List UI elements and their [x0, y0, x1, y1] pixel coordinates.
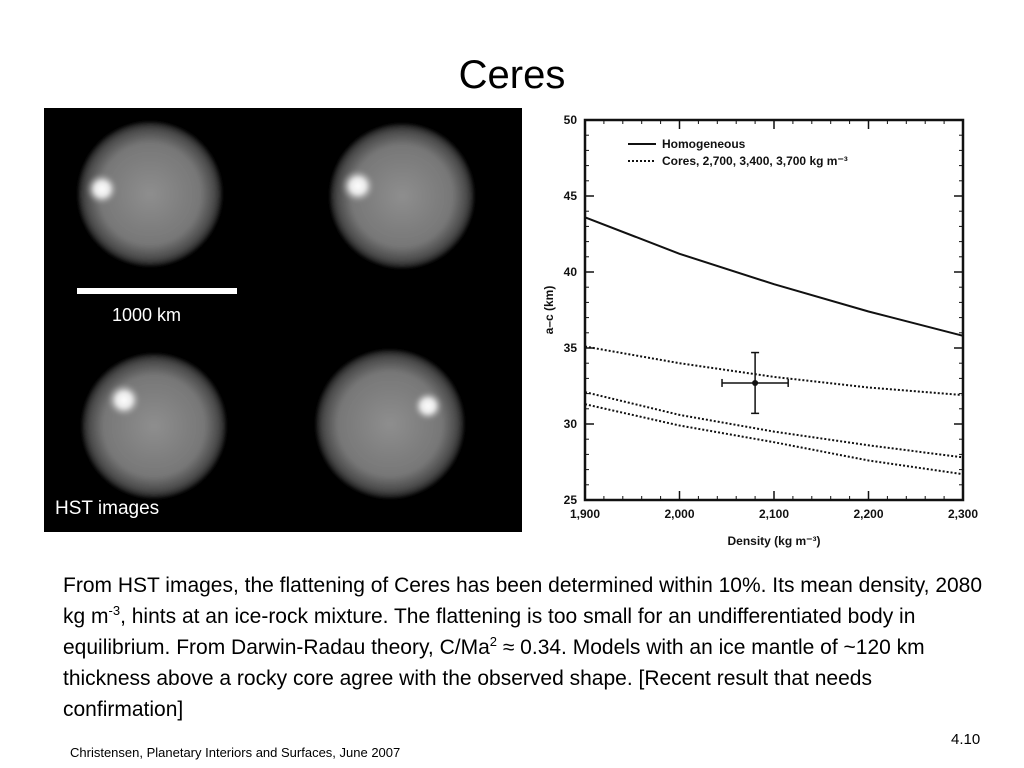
series-core-3 — [584, 403, 964, 476]
body-superscript-2: 2 — [489, 634, 497, 649]
y-tick-label: 45 — [564, 189, 578, 203]
body-text-part-3: ≈ 0.34. Models with an ice mantle of ~12… — [63, 636, 925, 721]
scale-bar-label: 1000 km — [112, 305, 182, 325]
y-tick-labels: 25 30 35 40 45 50 — [564, 113, 578, 507]
y-tick-label: 30 — [564, 417, 578, 431]
measurement-point-marker — [752, 379, 759, 386]
y-tick-label: 35 — [564, 341, 578, 355]
x-tick-label: 2,000 — [664, 507, 694, 521]
page-number: 4.10 — [951, 731, 981, 748]
body-superscript-1: -3 — [108, 603, 121, 618]
bright-spot-1 — [86, 173, 118, 205]
hst-images-panel: 1000 km HST images — [44, 108, 522, 532]
y-tick-label: 25 — [564, 493, 578, 507]
bright-spot-4 — [413, 391, 443, 421]
series-homogeneous — [584, 216, 964, 337]
y-tick-label: 50 — [564, 113, 578, 127]
body-paragraph: From HST images, the flattening of Ceres… — [63, 570, 983, 725]
y-axis-label: a–c (km) — [542, 286, 556, 335]
hst-images-caption: HST images — [55, 498, 160, 519]
series-lines — [584, 216, 964, 476]
x-tick-label: 1,900 — [570, 507, 600, 521]
legend-cores: Cores, 2,700, 3,400, 3,700 kg m⁻³ — [662, 154, 848, 168]
bright-spot-2 — [341, 169, 375, 203]
axis-ticks — [584, 119, 964, 501]
ceres-disk-3 — [82, 354, 226, 498]
ceres-disk-1 — [78, 122, 222, 266]
ceres-images — [77, 122, 474, 498]
series-core-2 — [584, 391, 964, 459]
bright-spot-3 — [107, 383, 141, 417]
ceres-disk-2 — [330, 124, 474, 268]
x-tick-label: 2,300 — [948, 507, 978, 521]
x-tick-label: 2,100 — [759, 507, 789, 521]
legend-homogeneous: Homogeneous — [662, 137, 746, 151]
body-text-part-2: , hints at an ice-rock mixture. The flat… — [63, 605, 916, 659]
body-text-part-1: From HST images, the flattening of Ceres… — [63, 574, 983, 628]
measurement-point — [721, 351, 789, 415]
x-axis-label: Density (kg m⁻³) — [727, 534, 820, 548]
series-core-1 — [584, 345, 964, 397]
footer-citation: Christensen, Planetary Interiors and Sur… — [70, 745, 401, 760]
x-tick-label: 2,200 — [853, 507, 883, 521]
flattening-density-chart: 25 30 35 40 45 50 1,900 2,000 2,100 2,200 2,300 H… — [542, 113, 978, 548]
x-tick-labels: 1,900 2,000 2,100 2,200 2,300 — [570, 507, 978, 521]
scale-bar — [77, 288, 237, 294]
y-tick-label: 40 — [564, 265, 578, 279]
ceres-disk-4 — [316, 350, 464, 498]
slide-title: Ceres — [458, 53, 566, 97]
